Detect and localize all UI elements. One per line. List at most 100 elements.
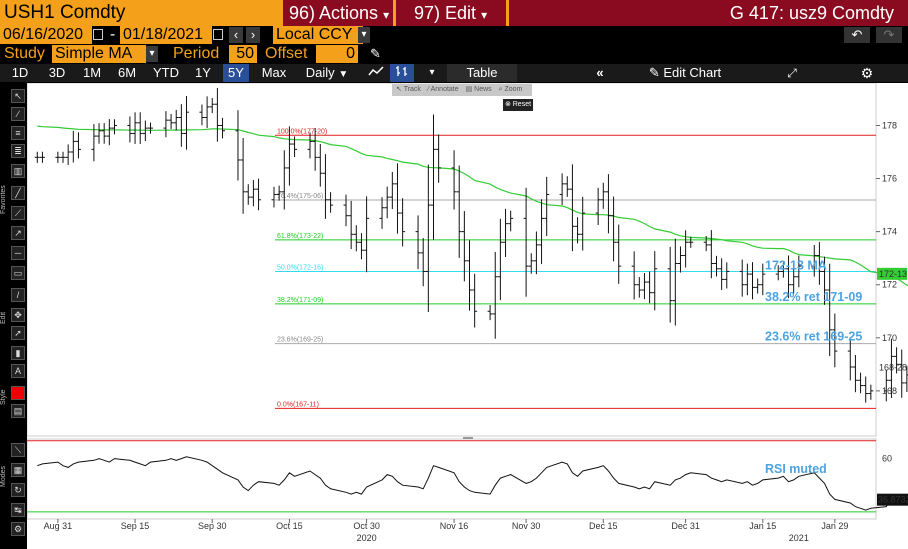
cursor-icon[interactable]: ↖: [11, 89, 25, 103]
line-style-icon[interactable]: ▤: [11, 404, 25, 418]
line-draw-icon[interactable]: ∕: [11, 107, 25, 121]
fibonacci-icon[interactable]: ≡: [11, 126, 25, 140]
price-bar: [672, 238, 678, 326]
text-tool-icon[interactable]: A: [11, 364, 25, 378]
price-bar: [168, 113, 174, 130]
rectangle-icon[interactable]: ▭: [11, 266, 25, 280]
channel-icon[interactable]: ▥: [11, 164, 25, 178]
price-bar: [348, 200, 354, 250]
range-button-ytd[interactable]: YTD: [153, 65, 179, 80]
calendar-icon[interactable]: [213, 29, 223, 40]
annotate-mode-button[interactable]: ⁄ Annotate: [427, 86, 459, 93]
undo-icon[interactable]: ↶: [844, 27, 870, 43]
range-button-max[interactable]: Max: [261, 65, 287, 80]
price-bar: [184, 95, 190, 150]
price-chart[interactable]: 100.0%(177-20) 76.4%(175-06) 61.8%(173-22)…: [27, 83, 908, 549]
x-tick-label: Nov 30: [512, 521, 541, 531]
zoom-mode-button[interactable]: ⌕ Zoom: [498, 86, 523, 93]
price-bar: [394, 163, 400, 234]
currency-dropdown-icon[interactable]: ▾: [358, 27, 370, 43]
x-tick-label: Sep 30: [198, 521, 227, 531]
ruler-icon[interactable]: ⟍: [11, 443, 25, 457]
frequency-select[interactable]: Daily ▼: [296, 64, 358, 82]
chart-annotation: 23.6% ret 169-25: [765, 330, 862, 344]
ray-icon[interactable]: ⟋: [11, 206, 25, 220]
calendar-icon[interactable]: [93, 29, 103, 40]
price-bar: [281, 150, 287, 210]
price-bar: [400, 198, 406, 247]
next-period-button[interactable]: ›: [246, 27, 260, 43]
range-button-5y[interactable]: 5Y: [223, 64, 249, 82]
range-button-1d[interactable]: 1D: [11, 65, 29, 80]
price-bar: [605, 174, 611, 234]
year-label: 2020: [357, 533, 377, 543]
price-bar: [353, 225, 359, 252]
edit-menu-button[interactable]: 97) Edit ▾: [396, 0, 506, 26]
y-tick-label: 178: [882, 120, 897, 130]
price-bar: [708, 230, 714, 279]
price-bar: [750, 262, 756, 300]
ticker-field[interactable]: USH1 Comdty: [0, 1, 280, 25]
price-bar: [256, 178, 262, 211]
price-bar: [631, 251, 637, 300]
collapse-icon[interactable]: «: [596, 65, 604, 80]
price-bar: [147, 122, 153, 134]
news-mode-button[interactable]: ▤ News: [465, 86, 492, 93]
pencil-tool-icon[interactable]: /: [11, 288, 25, 302]
start-date-field[interactable]: 06/16/2020: [0, 26, 92, 44]
edit-menu-number: 97): [414, 3, 441, 23]
year-label: 2021: [789, 533, 809, 543]
range-button-3d[interactable]: 3D: [48, 65, 66, 80]
range-button-6m[interactable]: 6M: [117, 65, 137, 80]
price-bar: [888, 338, 894, 398]
x-tick-label: Nov 16: [440, 521, 469, 531]
price-bar: [544, 176, 550, 237]
price-bar: [286, 126, 292, 186]
fib-fan-icon[interactable]: ≣: [11, 144, 25, 158]
chevron-down-icon: ▾: [383, 8, 390, 22]
reset-button[interactable]: ⊗ Reset: [503, 99, 533, 111]
range-button-1y[interactable]: 1Y: [195, 65, 211, 80]
table-button[interactable]: Table: [447, 64, 517, 82]
actions-menu-button[interactable]: 96) Actions ▾: [283, 0, 393, 26]
rsi-line: [37, 456, 908, 511]
arrow-icon[interactable]: ↗: [11, 226, 25, 240]
chart-annotation: 172-13 MA: [765, 258, 827, 272]
horizontal-line-icon[interactable]: ─: [11, 246, 25, 260]
trash-icon[interactable]: ▮: [11, 346, 25, 360]
price-bar: [811, 245, 817, 277]
settings-icon[interactable]: ⚙: [11, 522, 25, 536]
track-mode-button[interactable]: ↖ Track: [396, 86, 421, 93]
color-swatch-icon[interactable]: ■: [11, 386, 25, 400]
period-input[interactable]: 50: [229, 45, 257, 63]
range-button-1m[interactable]: 1M: [82, 65, 102, 80]
line-chart-icon[interactable]: [364, 64, 388, 82]
pen-icon[interactable]: ✎: [370, 46, 381, 61]
expand-chart-icon[interactable]: ⤢: [787, 66, 797, 80]
trend-icon[interactable]: ╱: [11, 186, 25, 200]
price-bar: [564, 176, 570, 197]
price-bar: [636, 277, 642, 298]
favorites-label: Favorites: [0, 185, 7, 215]
study-dropdown-icon[interactable]: ▾: [146, 46, 158, 62]
edit-chart-button[interactable]: ✎ Edit Chart: [640, 64, 730, 82]
y-tick-label: 174: [882, 227, 897, 237]
move-icon[interactable]: ✥: [11, 308, 25, 322]
chart-mode-icon[interactable]: ▦: [11, 463, 25, 477]
offset-input[interactable]: 0: [316, 45, 358, 63]
chart-type-dropdown-icon[interactable]: ▾: [429, 67, 435, 78]
prev-period-button[interactable]: ‹: [229, 27, 243, 43]
swap-icon[interactable]: ↹: [11, 503, 25, 517]
end-date-field[interactable]: 01/18/2021: [120, 26, 212, 44]
currency-select[interactable]: Local CCY: [273, 26, 363, 44]
fib-label-5: 23.6%(169-25): [277, 337, 323, 344]
gear-icon[interactable]: ⚙: [860, 65, 874, 81]
bar-chart-icon[interactable]: [390, 64, 414, 82]
price-bar: [173, 109, 179, 131]
study-select[interactable]: Simple MA: [52, 45, 146, 63]
edit-label: Edit: [0, 311, 7, 325]
redo-icon[interactable]: ↷: [876, 27, 902, 43]
pointer-icon[interactable]: ➚: [11, 326, 25, 340]
refresh-icon[interactable]: ↻: [11, 483, 25, 497]
price-bar: [780, 262, 786, 278]
